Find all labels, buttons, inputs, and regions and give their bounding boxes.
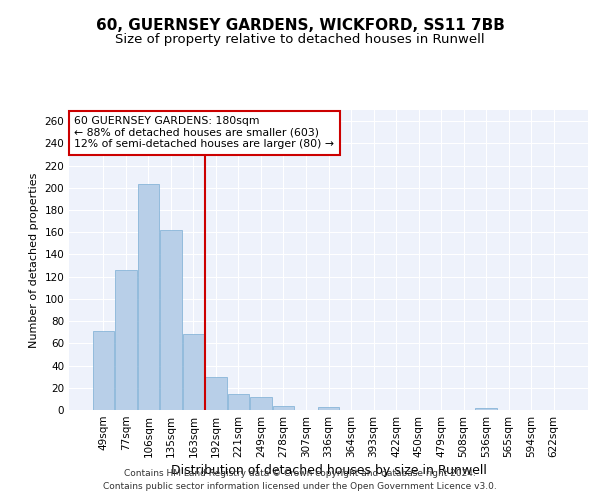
Bar [318, 406, 339, 410]
Bar [92, 331, 114, 410]
Bar [182, 334, 204, 410]
X-axis label: Distribution of detached houses by size in Runwell: Distribution of detached houses by size … [170, 464, 487, 477]
Bar [137, 184, 159, 410]
Text: Contains public sector information licensed under the Open Government Licence v3: Contains public sector information licen… [103, 482, 497, 491]
Bar [273, 406, 294, 410]
Bar [115, 270, 137, 410]
Text: 60, GUERNSEY GARDENS, WICKFORD, SS11 7BB: 60, GUERNSEY GARDENS, WICKFORD, SS11 7BB [95, 18, 505, 32]
Text: 60 GUERNSEY GARDENS: 180sqm
← 88% of detached houses are smaller (603)
12% of se: 60 GUERNSEY GARDENS: 180sqm ← 88% of det… [74, 116, 334, 149]
Text: Size of property relative to detached houses in Runwell: Size of property relative to detached ho… [115, 32, 485, 46]
Bar [160, 230, 182, 410]
Bar [228, 394, 249, 410]
Bar [475, 408, 497, 410]
Bar [250, 396, 272, 410]
Text: Contains HM Land Registry data © Crown copyright and database right 2024.: Contains HM Land Registry data © Crown c… [124, 468, 476, 477]
Y-axis label: Number of detached properties: Number of detached properties [29, 172, 39, 348]
Bar [205, 376, 227, 410]
